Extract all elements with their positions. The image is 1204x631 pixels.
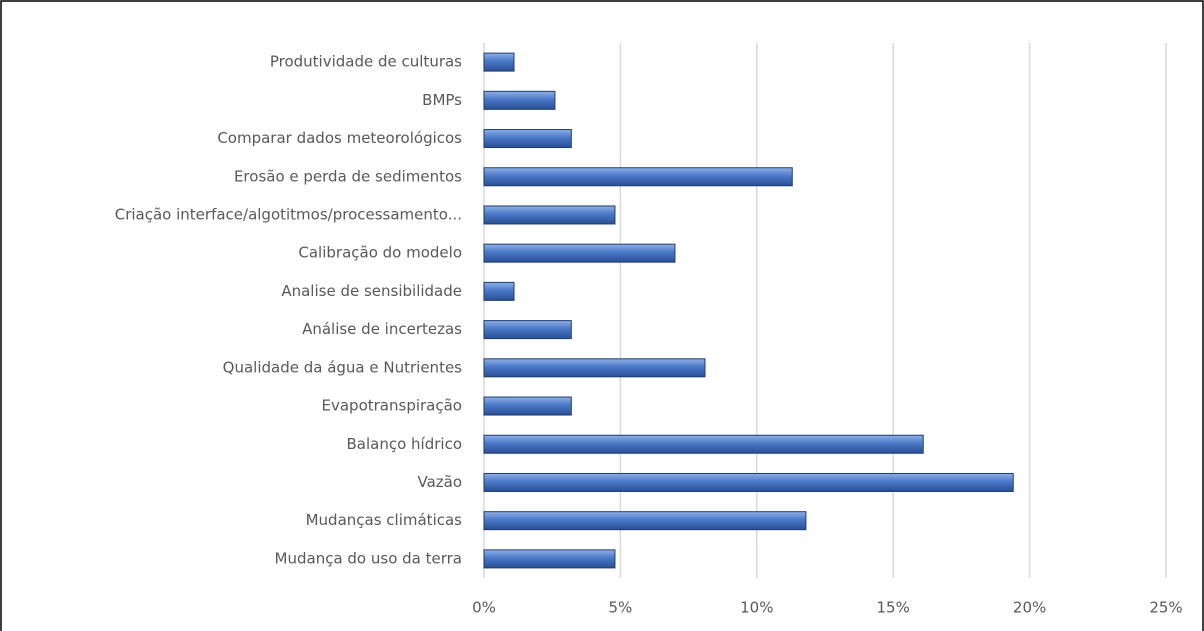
- y-tick-label: BMPs: [422, 91, 462, 109]
- y-tick-label: Criação interface/algotitmos/processamen…: [115, 205, 462, 223]
- y-tick-label: Calibração do modelo: [298, 244, 462, 262]
- y-tick-label: Analise de sensibilidade: [281, 282, 462, 300]
- bar: [483, 358, 706, 378]
- bar: [483, 396, 572, 416]
- bar: [483, 167, 793, 187]
- y-tick-label: Evapotranspiração: [322, 397, 462, 415]
- y-tick-label: Produtividade de culturas: [270, 53, 462, 71]
- bar: [483, 434, 924, 454]
- x-tick-label: 15%: [877, 599, 910, 617]
- bar: [483, 511, 807, 531]
- bar: [483, 320, 572, 340]
- y-tick-label: Vazão: [417, 473, 462, 491]
- x-tick-label: 5%: [609, 599, 633, 617]
- y-tick-label: Qualidade da água e Nutrientes: [223, 358, 463, 376]
- bar: [483, 243, 676, 263]
- x-tick-label: 25%: [1149, 599, 1182, 617]
- x-tick-label: 20%: [1013, 599, 1046, 617]
- x-tick-label: 0%: [472, 599, 496, 617]
- x-tick-label: 10%: [740, 599, 773, 617]
- bar: [483, 281, 515, 301]
- bar: [483, 52, 515, 72]
- y-tick-label: Balanço hídrico: [347, 435, 463, 453]
- bar: [483, 129, 572, 149]
- y-tick-label: Mudanças climáticas: [306, 511, 463, 529]
- y-tick-label: Mudança do uso da terra: [275, 549, 462, 567]
- y-tick-label: Erosão e perda de sedimentos: [234, 167, 462, 185]
- y-tick-label: Análise de incertezas: [302, 320, 462, 338]
- bar: [483, 90, 556, 110]
- bar: [483, 549, 616, 569]
- bar: [483, 472, 1014, 492]
- y-tick-label: Comparar dados meteorológicos: [217, 129, 462, 147]
- bar: [483, 205, 616, 225]
